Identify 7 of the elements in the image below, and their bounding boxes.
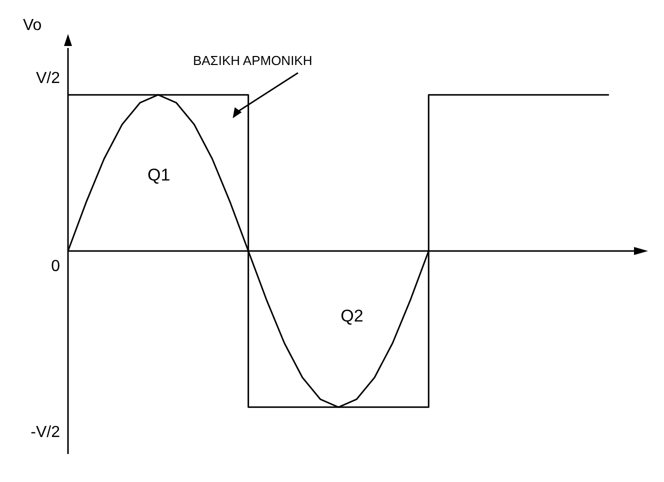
text: V/2 <box>36 70 60 87</box>
annotation: Q1 <box>148 166 170 185</box>
annotation: Q2 <box>340 306 364 326</box>
text: ΒΑΣΙΚΗ ΑΡΜΟΝΙΚΗ <box>192 52 312 68</box>
text: -V/2 <box>30 424 60 442</box>
y-axis-title: Vo <box>23 17 42 34</box>
text: 0 <box>51 258 60 275</box>
